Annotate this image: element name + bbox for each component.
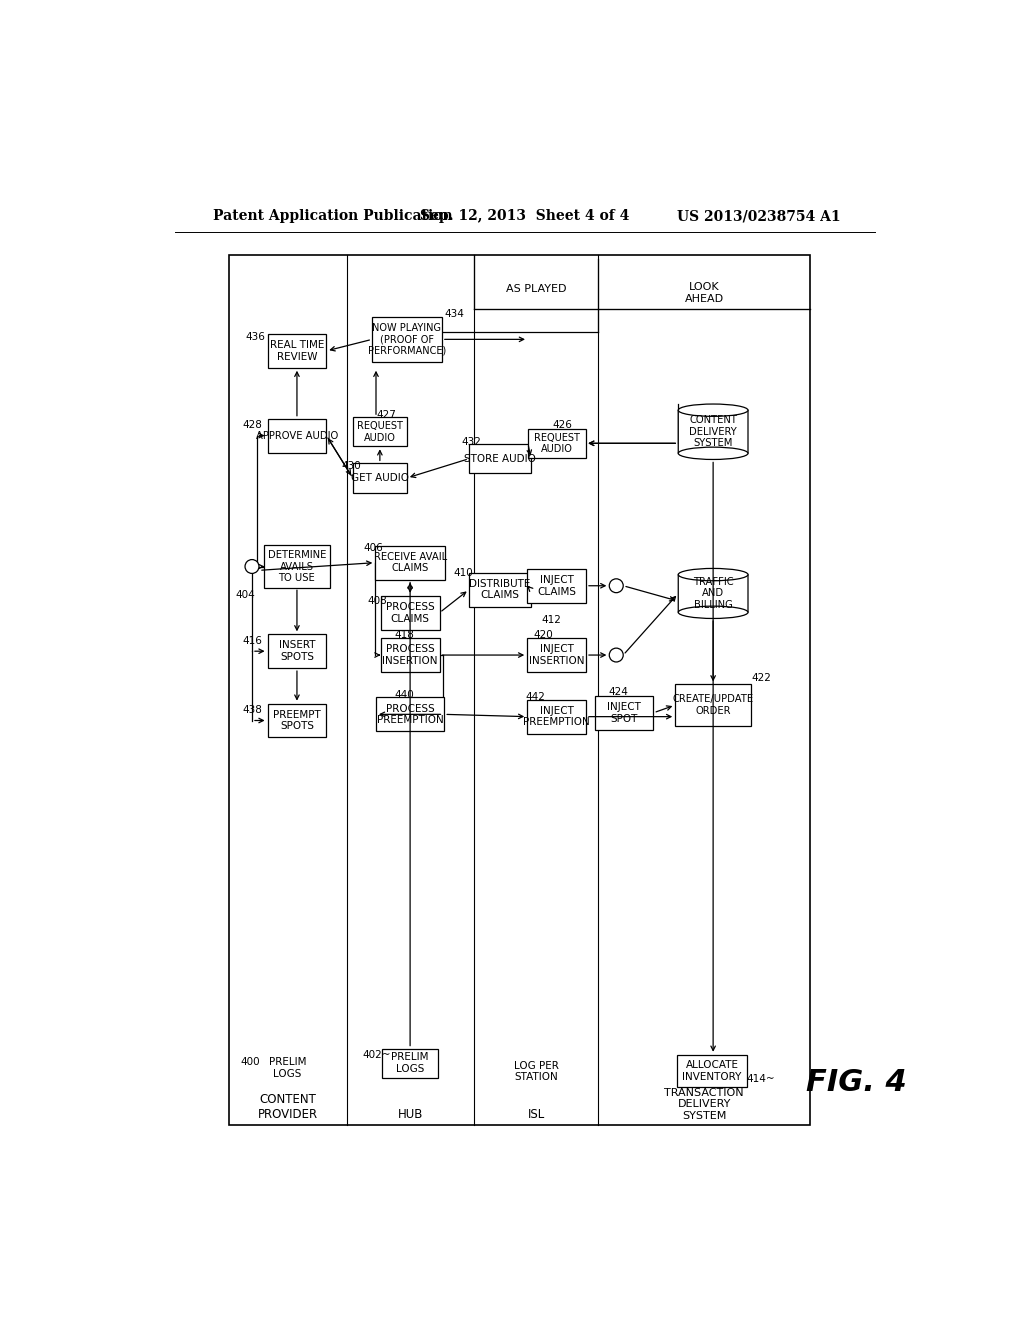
- Bar: [469, 573, 531, 607]
- Bar: [267, 635, 327, 668]
- Text: 400: 400: [241, 1057, 260, 1067]
- Text: 424: 424: [608, 686, 629, 697]
- Bar: [267, 704, 327, 738]
- Text: CREATE/UPDATE
ORDER: CREATE/UPDATE ORDER: [673, 694, 754, 715]
- Text: DISTRIBUTE
CLAIMS: DISTRIBUTE CLAIMS: [469, 578, 530, 601]
- Text: 427: 427: [376, 411, 396, 420]
- Text: REQUEST
AUDIO: REQUEST AUDIO: [357, 421, 402, 442]
- Text: 428: 428: [243, 420, 262, 430]
- Text: 420: 420: [534, 631, 553, 640]
- Text: 410: 410: [454, 568, 473, 578]
- Bar: [595, 696, 653, 730]
- Circle shape: [609, 578, 624, 593]
- Text: ALLOCATE
INVENTORY: ALLOCATE INVENTORY: [682, 1060, 741, 1081]
- Text: 432: 432: [461, 437, 481, 447]
- Text: AS PLAYED: AS PLAYED: [506, 284, 566, 294]
- Text: PRELIM
LOGS: PRELIM LOGS: [391, 1052, 429, 1074]
- Bar: [267, 334, 327, 368]
- FancyBboxPatch shape: [678, 574, 748, 612]
- Text: CONTENT
DELIVERY
SYSTEM: CONTENT DELIVERY SYSTEM: [689, 416, 737, 449]
- Text: TRAFFIC
AND
BILLING: TRAFFIC AND BILLING: [693, 577, 733, 610]
- Text: 434: 434: [444, 309, 464, 318]
- Bar: [469, 444, 531, 474]
- Bar: [352, 417, 407, 446]
- Text: 440: 440: [394, 689, 415, 700]
- Bar: [372, 317, 442, 362]
- Bar: [381, 595, 439, 630]
- Text: 416: 416: [243, 636, 262, 645]
- Text: 438: 438: [243, 705, 262, 715]
- Text: LOOK
AHEAD: LOOK AHEAD: [685, 282, 724, 304]
- Text: 406: 406: [364, 544, 383, 553]
- Bar: [228, 255, 810, 1125]
- Bar: [527, 638, 586, 672]
- Text: STORE AUDIO: STORE AUDIO: [464, 454, 536, 463]
- Bar: [264, 545, 330, 587]
- Text: INJECT
INSERTION: INJECT INSERTION: [528, 644, 585, 665]
- Text: LOG PER
STATION: LOG PER STATION: [514, 1061, 558, 1082]
- Text: 414~: 414~: [746, 1073, 775, 1084]
- Text: REQUEST
AUDIO: REQUEST AUDIO: [534, 433, 580, 454]
- Text: DETERMINE
AVAILS
TO USE: DETERMINE AVAILS TO USE: [267, 550, 326, 583]
- Text: 442: 442: [525, 692, 546, 702]
- Text: PRELIM
LOGS: PRELIM LOGS: [269, 1057, 306, 1078]
- Text: INJECT
CLAIMS: INJECT CLAIMS: [537, 576, 577, 597]
- Bar: [375, 545, 445, 579]
- Text: 412: 412: [541, 615, 561, 624]
- Bar: [677, 1055, 746, 1086]
- Text: ISL: ISL: [527, 1107, 545, 1121]
- Ellipse shape: [678, 569, 748, 581]
- Ellipse shape: [678, 404, 748, 416]
- Bar: [382, 1048, 438, 1077]
- Text: INJECT
SPOT: INJECT SPOT: [607, 702, 641, 723]
- Text: 404: 404: [234, 590, 255, 599]
- Bar: [381, 638, 439, 672]
- Text: NOW PLAYING
(PROOF OF
PERFORMANCE): NOW PLAYING (PROOF OF PERFORMANCE): [368, 323, 446, 356]
- Text: Sep. 12, 2013  Sheet 4 of 4: Sep. 12, 2013 Sheet 4 of 4: [420, 209, 630, 223]
- Text: TRANSACTION
DELIVERY
SYSTEM: TRANSACTION DELIVERY SYSTEM: [665, 1088, 744, 1121]
- Text: REAL TIME
REVIEW: REAL TIME REVIEW: [269, 341, 325, 362]
- Text: 422: 422: [752, 673, 772, 682]
- Text: 418: 418: [394, 631, 415, 640]
- Bar: [527, 429, 586, 458]
- Text: US 2013/0238754 A1: US 2013/0238754 A1: [677, 209, 841, 223]
- Text: 426: 426: [553, 420, 572, 430]
- Ellipse shape: [678, 606, 748, 619]
- Text: PREEMPT
SPOTS: PREEMPT SPOTS: [273, 710, 321, 731]
- Bar: [527, 569, 586, 603]
- Bar: [267, 418, 327, 453]
- Text: HUB: HUB: [397, 1107, 423, 1121]
- Text: PROCESS
INSERTION: PROCESS INSERTION: [382, 644, 438, 665]
- Bar: [352, 463, 407, 492]
- Bar: [675, 684, 751, 726]
- Text: 430: 430: [341, 461, 360, 471]
- Text: INJECT
PREEMPTION: INJECT PREEMPTION: [523, 706, 590, 727]
- Text: PROCESS
CLAIMS: PROCESS CLAIMS: [386, 602, 434, 623]
- Text: CONTENT
PROVIDER: CONTENT PROVIDER: [258, 1093, 317, 1121]
- Text: PROCESS
PREEMPTION: PROCESS PREEMPTION: [377, 704, 443, 725]
- Circle shape: [245, 560, 259, 573]
- Bar: [376, 697, 444, 731]
- Text: FIG. 4: FIG. 4: [806, 1068, 907, 1097]
- Text: APPROVE AUDIO: APPROVE AUDIO: [256, 430, 338, 441]
- Bar: [527, 700, 586, 734]
- Text: RECEIVE AVAIL
CLAIMS: RECEIVE AVAIL CLAIMS: [374, 552, 446, 573]
- Ellipse shape: [678, 447, 748, 459]
- FancyBboxPatch shape: [678, 411, 748, 453]
- Text: INSERT
SPOTS: INSERT SPOTS: [279, 640, 315, 663]
- Circle shape: [609, 648, 624, 661]
- Text: Patent Application Publication: Patent Application Publication: [213, 209, 453, 223]
- Text: 436: 436: [246, 331, 265, 342]
- Text: GET AUDIO: GET AUDIO: [351, 473, 409, 483]
- Text: 402~: 402~: [362, 1051, 390, 1060]
- Text: 408: 408: [368, 595, 387, 606]
